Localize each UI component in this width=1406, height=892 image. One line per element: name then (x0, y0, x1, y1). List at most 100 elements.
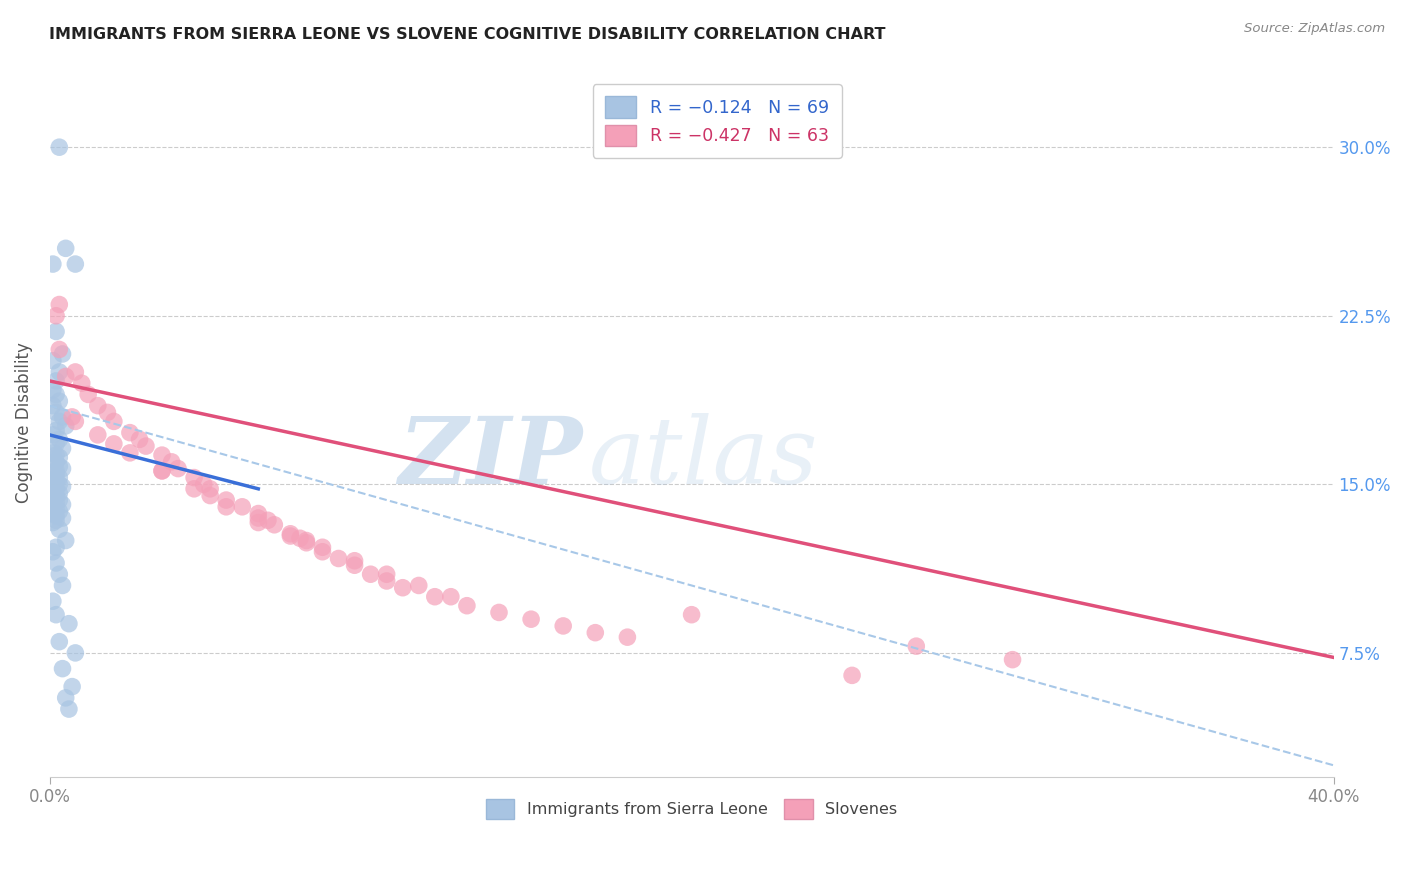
Point (311, 541, 333, 555)
Point (55, 690, 77, 705)
Point (77, 387, 100, 401)
Point (42, 353, 65, 368)
Point (58, 702, 80, 716)
Point (231, 500, 253, 514)
Point (841, 668, 863, 682)
Point (51, 662, 73, 676)
Point (42, 383, 65, 397)
Point (247, 511, 270, 525)
Point (65, 414, 87, 428)
Point (160, 455, 183, 469)
Point (45, 468, 67, 483)
Point (280, 529, 302, 543)
Point (1001, 653, 1024, 667)
Point (60, 680, 83, 694)
Point (183, 470, 205, 484)
Point (45, 423, 67, 437)
Point (150, 464, 173, 478)
Point (295, 533, 318, 548)
Point (96, 405, 118, 419)
Point (45, 387, 67, 401)
Point (257, 513, 280, 527)
Point (60, 409, 83, 424)
Point (48, 343, 70, 357)
Point (45, 508, 67, 523)
Point (45, 489, 67, 503)
Point (45, 448, 67, 462)
Point (45, 405, 67, 419)
Y-axis label: Cognitive Disability: Cognitive Disability (15, 342, 32, 503)
Point (288, 531, 311, 545)
Point (65, 257, 87, 271)
Point (103, 414, 125, 428)
Point (45, 464, 67, 478)
Point (247, 516, 270, 530)
Point (616, 630, 638, 644)
Point (45, 541, 67, 555)
Point (51, 442, 73, 456)
Point (553, 619, 575, 633)
Point (51, 511, 73, 525)
Point (48, 470, 70, 484)
Point (48, 414, 70, 428)
Point (45, 374, 67, 388)
Point (42, 399, 65, 413)
Point (48, 394, 70, 409)
Point (42, 446, 65, 460)
Point (51, 461, 73, 475)
Point (311, 545, 333, 559)
Point (167, 461, 190, 475)
Point (87, 428, 110, 442)
Point (681, 607, 703, 622)
Point (51, 498, 73, 512)
Point (42, 516, 65, 530)
Point (520, 612, 543, 626)
Point (247, 507, 270, 521)
Point (150, 464, 173, 478)
Point (198, 482, 221, 496)
Point (42, 257, 65, 271)
Point (118, 425, 141, 440)
Point (905, 639, 928, 653)
Point (215, 493, 238, 508)
Point (42, 594, 65, 608)
Point (65, 646, 87, 660)
Point (45, 475, 67, 489)
Point (48, 433, 70, 447)
Point (583, 625, 606, 640)
Point (48, 140, 70, 154)
Point (70, 376, 93, 391)
Point (51, 409, 73, 424)
Point (55, 418, 77, 433)
Point (103, 437, 125, 451)
Text: atlas: atlas (589, 413, 818, 503)
Point (343, 558, 366, 573)
Point (45, 309, 67, 323)
Point (440, 590, 463, 604)
Point (215, 500, 238, 514)
Point (118, 446, 141, 460)
Point (150, 448, 173, 462)
Point (193, 477, 215, 491)
Point (408, 578, 430, 592)
Point (42, 500, 65, 514)
Point (42, 491, 65, 505)
Point (48, 297, 70, 311)
Point (360, 567, 382, 582)
Point (42, 545, 65, 559)
Point (280, 526, 302, 541)
Point (51, 479, 73, 493)
Point (48, 459, 70, 474)
Point (42, 507, 65, 521)
Point (48, 567, 70, 582)
Point (55, 533, 77, 548)
Point (48, 365, 70, 379)
Point (45, 455, 67, 469)
Point (198, 489, 221, 503)
Point (263, 517, 285, 532)
Point (48, 450, 70, 465)
Point (51, 347, 73, 361)
Point (48, 522, 70, 536)
Point (45, 325, 67, 339)
Point (45, 502, 67, 516)
